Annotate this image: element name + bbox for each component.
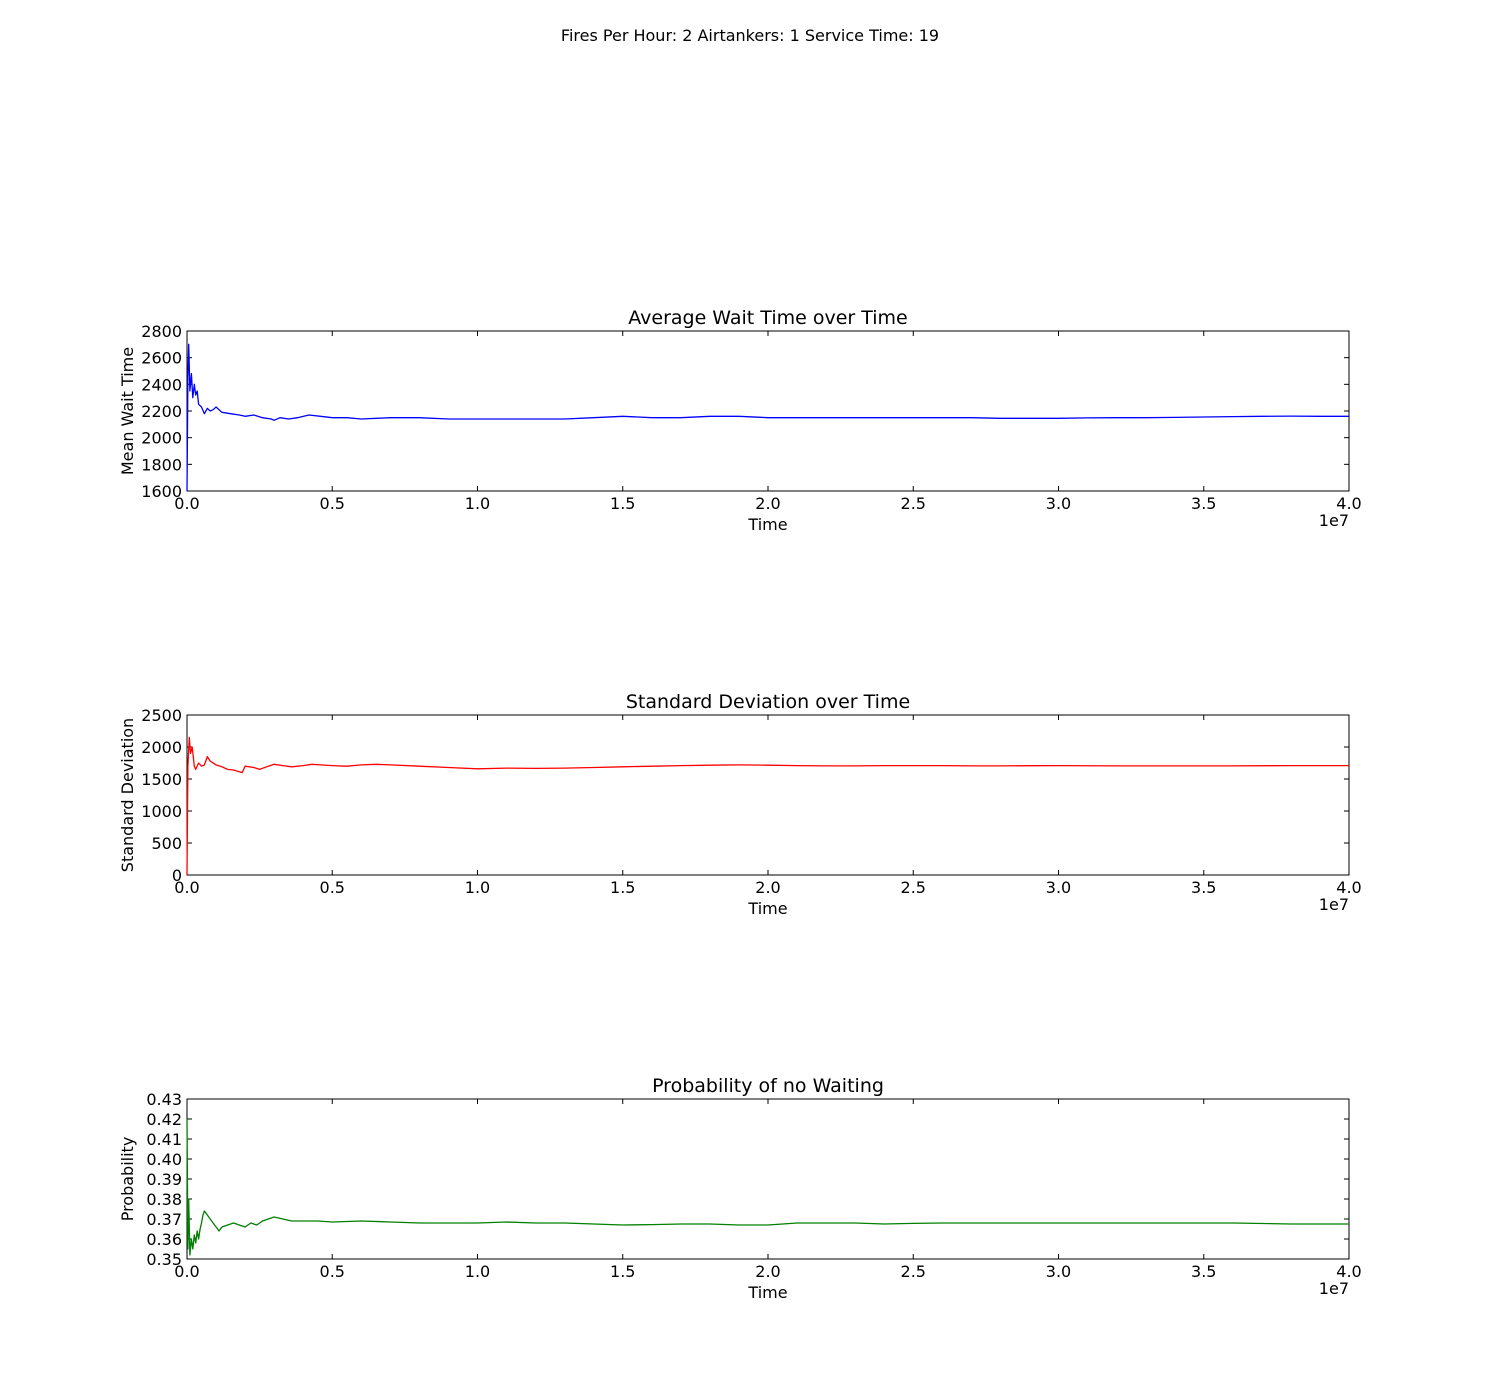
stddev-y-axis-label: Standard Deviation (118, 718, 137, 872)
prob-xtick-label: 0.0 (174, 1262, 199, 1281)
prob-xtick-label: 2.0 (755, 1262, 780, 1281)
prob-ytick-label: 0.37 (146, 1210, 182, 1229)
prob-x-axis-label: Time (747, 1283, 787, 1302)
prob-ytick-label: 0.42 (146, 1110, 182, 1129)
wait-ytick-label: 2000 (141, 429, 182, 448)
prob-axes-frame (186, 1098, 1350, 1260)
wait-panel: Average Wait Time over Time 0.0 0.5 1.0 1.5 2… (118, 307, 1362, 534)
prob-x-offset-label: 1e7 (1319, 1279, 1349, 1298)
stddev-series-line (186, 736, 1349, 876)
stddev-xtick-label: 2.0 (755, 878, 780, 897)
prob-xtick-label: 2.5 (901, 1262, 926, 1281)
prob-xtick-label: 3.5 (1191, 1262, 1216, 1281)
prob-ytick-label: 0.35 (146, 1250, 182, 1269)
stddev-axes-frame (186, 714, 1350, 876)
wait-xtick-label: 3.0 (1046, 494, 1071, 513)
figure-suptitle: Fires Per Hour: 2 Airtankers: 1 Service … (560, 26, 940, 45)
stddev-xtick-label: 1.0 (465, 878, 490, 897)
prob-xtick-label: 1.0 (465, 1262, 490, 1281)
wait-ytick-label: 2400 (141, 375, 182, 394)
stddev-xtick-label: 1.5 (610, 878, 635, 897)
prob-xtick-label: 1.5 (610, 1262, 635, 1281)
prob-chart-title: Probability of no Waiting (652, 1075, 884, 1097)
wait-xtick-label: 4.0 (1336, 494, 1361, 513)
stddev-x-offset-label: 1e7 (1319, 895, 1349, 914)
stddev-xtick-label: 0.5 (320, 878, 345, 897)
stddev-chart-title: Standard Deviation over Time (626, 691, 910, 713)
stddev-xtick-label: 2.5 (901, 878, 926, 897)
stddev-ytick-label: 0 (172, 866, 182, 885)
wait-chart-title: Average Wait Time over Time (628, 307, 908, 329)
wait-xtick-label: 1.5 (610, 494, 635, 513)
wait-xtick-label: 2.5 (901, 494, 926, 513)
wait-ytick-label: 1800 (141, 455, 182, 474)
prob-panel: Probability of no Waiting 0.0 0.5 1.0 1.5 2.0… (118, 1075, 1362, 1302)
wait-x-offset-label: 1e7 (1319, 511, 1349, 530)
stddev-ytick-label: 1000 (141, 802, 182, 821)
wait-ytick-label: 2600 (141, 349, 182, 368)
stddev-x-axis-label: Time (747, 899, 787, 918)
stddev-xtick-label: 3.0 (1046, 878, 1071, 897)
wait-y-axis-label: Mean Wait Time (118, 347, 137, 475)
prob-ytick-label: 0.40 (146, 1150, 182, 1169)
wait-xtick-label: 1.0 (465, 494, 490, 513)
prob-y-axis-label: Probability (118, 1137, 137, 1222)
wait-ytick-label: 1600 (141, 482, 182, 501)
wait-x-axis-label: Time (747, 515, 787, 534)
wait-ytick-label: 2200 (141, 402, 182, 421)
stddev-xtick-label: 4.0 (1336, 878, 1361, 897)
wait-series-line (186, 343, 1349, 492)
wait-xtick-label: 2.0 (755, 494, 780, 513)
stddev-xtick-label: 3.5 (1191, 878, 1216, 897)
stddev-ytick-label: 2500 (141, 706, 182, 725)
wait-ytick-label: 2800 (141, 322, 182, 341)
wait-xtick-label: 3.5 (1191, 494, 1216, 513)
prob-xtick-label: 4.0 (1336, 1262, 1361, 1281)
wait-xtick-label: 0.5 (320, 494, 345, 513)
stddev-panel: Standard Deviation over Time 0.0 0.5 1.0 1.5… (118, 691, 1362, 918)
prob-ytick-label: 0.38 (146, 1190, 182, 1209)
prob-series-line (186, 1118, 1349, 1256)
stddev-ytick-label: 500 (151, 834, 182, 853)
wait-xtick-label: 0.0 (174, 494, 199, 513)
prob-xtick-label: 3.0 (1046, 1262, 1071, 1281)
wait-axes-frame (186, 330, 1350, 492)
prob-ytick-label: 0.36 (146, 1230, 182, 1249)
stddev-xtick-label: 0.0 (174, 878, 199, 897)
prob-ytick-label: 0.43 (146, 1090, 182, 1109)
prob-ytick-label: 0.39 (146, 1170, 182, 1189)
prob-ytick-label: 0.41 (146, 1130, 182, 1149)
stddev-ytick-label: 2000 (141, 738, 182, 757)
prob-xtick-label: 0.5 (320, 1262, 345, 1281)
stddev-ytick-label: 1500 (141, 770, 182, 789)
